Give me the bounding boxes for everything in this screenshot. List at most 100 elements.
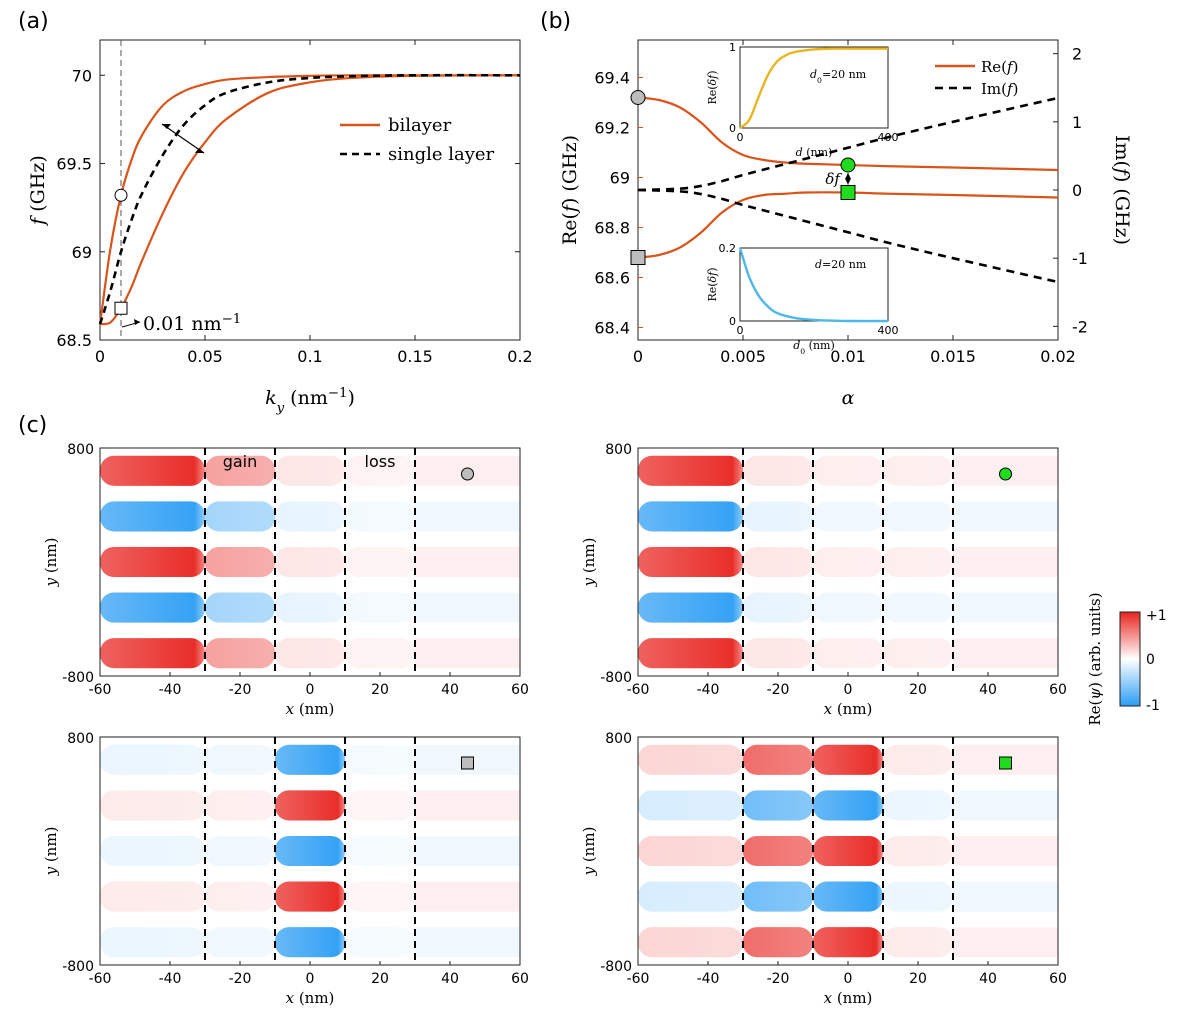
- field-band: [743, 744, 813, 775]
- field-band: [205, 927, 275, 958]
- field-band: [345, 455, 415, 486]
- field-band: [883, 546, 953, 578]
- field-band: [638, 927, 743, 958]
- field-band-tail: [415, 835, 520, 867]
- field-band: [275, 927, 345, 958]
- x-tick-label-c: -40: [697, 682, 720, 698]
- field-band: [813, 835, 883, 867]
- x-tick-label-a: 0.15: [397, 347, 433, 366]
- marker-square-b: [840, 185, 856, 200]
- field-band: [883, 744, 953, 775]
- field-band: [638, 744, 743, 775]
- x-tick-label-c: 60: [1049, 682, 1067, 698]
- field-band: [813, 546, 883, 578]
- field-band-tail: [415, 592, 520, 623]
- field-band: [345, 638, 415, 669]
- field-band: [638, 790, 743, 821]
- y-tick-label-b-left: 68.4: [594, 319, 630, 338]
- field-band: [813, 501, 883, 532]
- y-tick-label-b-right: 0: [1072, 181, 1082, 200]
- spread-arrow-a: [161, 123, 205, 154]
- field-band: [743, 881, 813, 912]
- y-axis-label-c: y (nm): [42, 827, 60, 877]
- field-band-tail: [415, 790, 520, 821]
- panel-a: 0 0.05 0.1 0.15 0.2 68.5 69 69.5 70 0.01 nm−1 bila…: [27, 39, 533, 416]
- field-band: [883, 790, 953, 821]
- field-band: [100, 546, 205, 578]
- x-tick-label-c: 40: [979, 971, 997, 987]
- inset-annotation: d=20 nm: [815, 258, 867, 271]
- y-tick-label-b-right: 1: [1072, 113, 1082, 132]
- delta-arrowhead-b-1: [845, 173, 851, 179]
- x-tick-label-c: -20: [229, 682, 252, 698]
- x-tick-label-c: 20: [371, 971, 389, 987]
- field-band: [345, 790, 415, 821]
- marker-circle-b: [840, 157, 856, 173]
- x-tick-label-c: -20: [767, 682, 790, 698]
- field-band: [743, 501, 813, 532]
- field-band: [345, 592, 415, 623]
- y-tick-label-a: 70: [72, 66, 92, 85]
- inset-x-tick-label: 0: [737, 324, 744, 337]
- y-tick-label-a: 69: [72, 243, 92, 262]
- arrowhead-a-2: [195, 148, 204, 153]
- field-band: [883, 501, 953, 532]
- x-tick-label-c: -40: [159, 682, 182, 698]
- field-band: [205, 881, 275, 912]
- x-tick-label-a: 0.2: [507, 347, 532, 366]
- region-label-gain: gain: [223, 452, 258, 471]
- field-band: [813, 638, 883, 669]
- inset-y-tick-label: 0.2: [719, 242, 737, 255]
- field-band: [275, 546, 345, 578]
- series-line-single-layer-2: [98, 73, 521, 325]
- field-band: [813, 881, 883, 912]
- x-tick-label-c: 0: [306, 682, 315, 698]
- colorbar-tick-mid: 0: [1146, 652, 1155, 668]
- x-tick-label-a: 0.05: [187, 347, 223, 366]
- field-band: [883, 881, 953, 912]
- field-band: [205, 835, 275, 867]
- y-tick-label-b-left: 69.4: [594, 69, 630, 88]
- delta-label-b: δf: [825, 170, 842, 188]
- b-inset-top: 0 400 0 1 d (nm) Re(δf) d0=20 nm: [706, 41, 899, 159]
- heatmap-c-br: -60 -40 -20 0 20 40 60 800 -800 x (nm) y (nm): [580, 731, 1067, 1007]
- field-band: [205, 592, 275, 623]
- x-tick-label-c: 40: [979, 682, 997, 698]
- field-band: [275, 881, 345, 912]
- panel-c: -60 -40 -20 0 20 40 60 800 -800 x (nm) y (nm) gain l…: [42, 442, 1167, 1007]
- y-tick-label-b-left: 69.2: [594, 119, 630, 138]
- x-tick-label-c: 0: [306, 971, 315, 987]
- y-axis-label-a: f (GHz): [27, 155, 49, 227]
- x-tick-label-c: 40: [441, 971, 459, 987]
- field-band: [275, 501, 345, 532]
- series-line-im-2: [637, 96, 1059, 192]
- inset-x-tick-label: 400: [878, 131, 899, 144]
- field-band: [638, 455, 743, 486]
- field-band: [883, 592, 953, 623]
- inset-y-tick-label: 0: [729, 122, 736, 135]
- legend-label-single: single layer: [388, 144, 495, 165]
- field-band: [100, 638, 205, 669]
- field-band-tail: [953, 638, 1058, 669]
- y-tick-label-c-bottom: -800: [62, 670, 94, 686]
- field-band: [205, 455, 275, 486]
- x-tick-label-c: 0: [844, 682, 853, 698]
- x-tick-label-c: 20: [909, 682, 927, 698]
- x-tick-label-b: 0.01: [830, 347, 866, 366]
- y-tick-label-b-right: 2: [1072, 45, 1082, 64]
- field-band-tail: [953, 592, 1058, 623]
- x-axis-label-c: x (nm): [286, 989, 335, 1007]
- series-line-im-3: [637, 188, 1059, 284]
- x-axis-label-c: x (nm): [286, 700, 335, 718]
- x-tick-label-c: -40: [697, 971, 720, 987]
- field-band: [743, 927, 813, 958]
- field-band: [813, 927, 883, 958]
- inset-x-label: d0 (nm): [793, 339, 835, 356]
- x-tick-label-c: 60: [511, 682, 529, 698]
- delta-arrowhead-b-2: [845, 178, 851, 185]
- plot-area-a: [99, 39, 521, 341]
- field-band-tail: [953, 546, 1058, 578]
- x-tick-label-b: 0: [633, 347, 643, 366]
- field-band: [100, 881, 205, 912]
- field-band: [638, 835, 743, 867]
